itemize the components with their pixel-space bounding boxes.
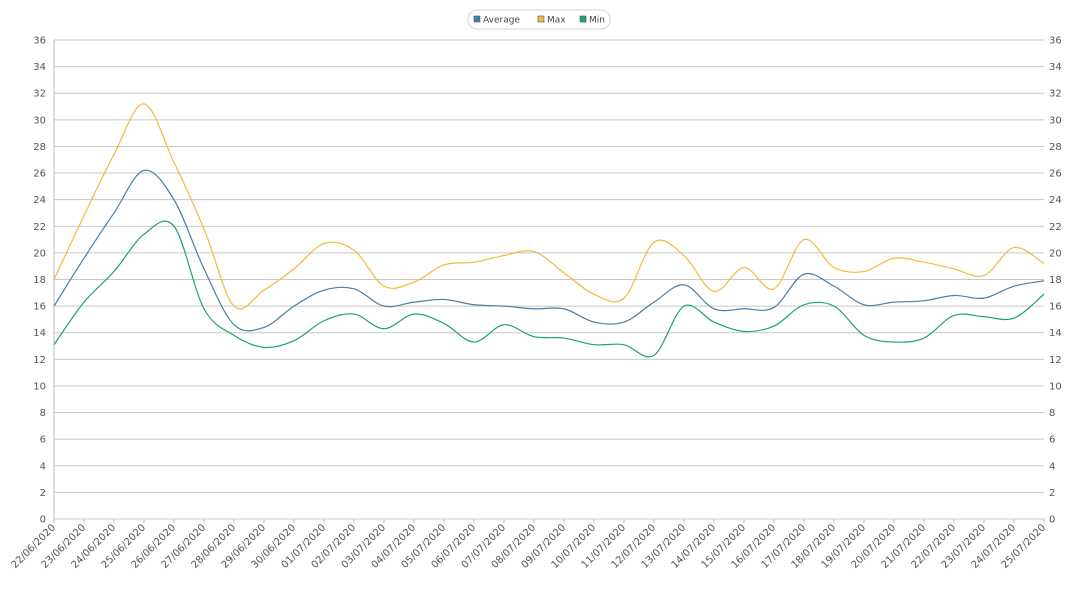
y-tick-label-left: 36 [33, 36, 46, 47]
legend-swatch-average [473, 15, 481, 23]
series-line-min [53, 220, 1045, 358]
x-axis: 22/06/202023/06/202024/06/202025/06/2020… [10, 519, 1048, 571]
y-tick-label-left: 22 [33, 222, 46, 233]
series-line-average [53, 169, 1045, 332]
y-tick-label-left: 0 [40, 515, 46, 526]
y-tick-label-left: 18 [33, 275, 46, 286]
series-line-max [53, 103, 1045, 310]
y-tick-label-left: 4 [40, 461, 46, 472]
y-tick-label-right: 2 [1049, 488, 1055, 499]
y-tick-label-right: 14 [1049, 328, 1062, 339]
y-tick-label-right: 4 [1049, 461, 1055, 472]
y-tick-label-left: 14 [33, 328, 46, 339]
y-tick-label-left: 24 [33, 195, 46, 206]
y-tick-label-right: 12 [1049, 355, 1062, 366]
y-tick-label-right: 18 [1049, 275, 1062, 286]
y-tick-label-left: 34 [33, 62, 46, 73]
y-tick-label-right: 20 [1049, 248, 1062, 259]
y-tick-label-right: 16 [1049, 302, 1062, 313]
y-tick-label-left: 28 [33, 142, 46, 153]
legend-item-average[interactable]: Average [483, 16, 520, 26]
legend-item-min[interactable]: Min [589, 16, 605, 26]
y-tick-label-right: 0 [1049, 515, 1055, 526]
gridlines [53, 39, 1044, 520]
legend-swatch-max [537, 15, 545, 23]
y-tick-label-right: 30 [1049, 115, 1062, 126]
y-tick-label-left: 12 [33, 355, 46, 366]
y-tick-label-right: 6 [1049, 435, 1055, 446]
y-tick-label-left: 10 [33, 381, 46, 392]
y-tick-label-left: 20 [33, 248, 46, 259]
y-tick-label-left: 30 [33, 115, 46, 126]
legend-swatch-min [579, 15, 587, 23]
y-tick-label-right: 26 [1049, 169, 1062, 180]
y-tick-label-right: 36 [1049, 36, 1062, 47]
legend[interactable]: Average Max Min [467, 9, 611, 30]
y-tick-label-right: 10 [1049, 381, 1062, 392]
series-lines [53, 103, 1045, 358]
y-tick-label-right: 34 [1049, 62, 1062, 73]
y-tick-label-left: 2 [40, 488, 46, 499]
legend-item-max[interactable]: Max [547, 16, 566, 26]
y-tick-label-right: 24 [1049, 195, 1062, 206]
y-tick-label-right: 28 [1049, 142, 1062, 153]
y-tick-label-right: 32 [1049, 89, 1062, 100]
y-tick-label-left: 8 [40, 408, 46, 419]
y-tick-label-left: 16 [33, 302, 46, 313]
y-tick-label-right: 8 [1049, 408, 1055, 419]
y-tick-label-left: 32 [33, 89, 46, 100]
y-tick-label-right: 22 [1049, 222, 1062, 233]
y-tick-label-left: 6 [40, 435, 46, 446]
y-tick-label-left: 26 [33, 169, 46, 180]
